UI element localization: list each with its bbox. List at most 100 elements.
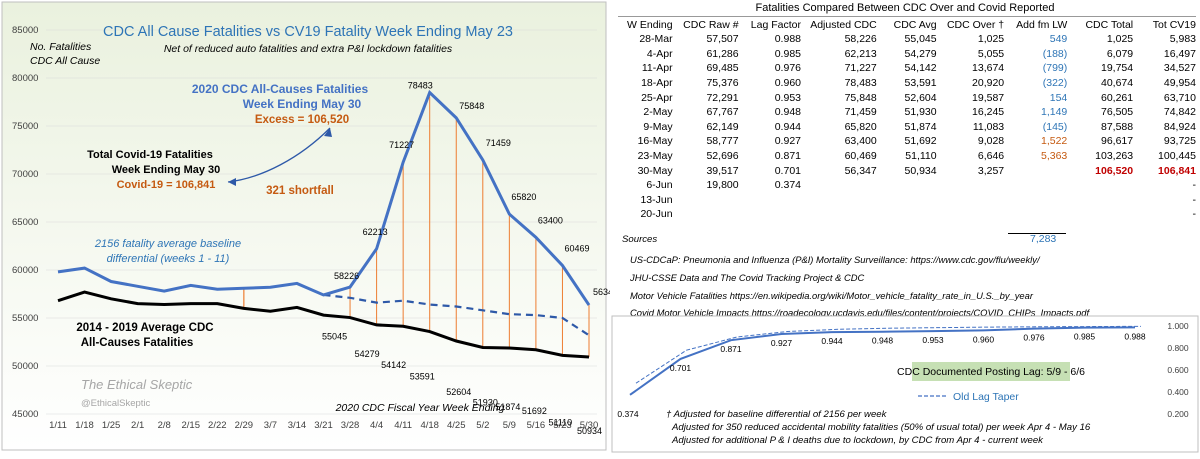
table-cell xyxy=(1008,207,1071,222)
annotation-baseline-line2: differential (weeks 1 - 11) xyxy=(107,253,230,265)
table-cell: 75,848 xyxy=(844,91,877,104)
x-tick-label: 3/7 xyxy=(264,420,277,431)
table-cell: 103,263 xyxy=(1095,150,1134,163)
table-cell: 0.976 xyxy=(774,62,801,75)
table-cell: 69,485 xyxy=(706,62,739,75)
table-cell: 62,213 xyxy=(844,47,877,60)
table-cell: 58,226 xyxy=(844,33,877,46)
table-cell: 9,028 xyxy=(977,135,1005,148)
point-label-avg: 55045 xyxy=(322,332,347,342)
drop-lines xyxy=(243,96,590,358)
point-labels: 58226 62213 71227 78483 75848 71459 65820 63400… xyxy=(322,81,618,436)
table-header-cell: Lag Factor xyxy=(750,18,801,31)
point-label-avg: 50934 xyxy=(577,426,602,436)
table-cell: 71,459 xyxy=(844,106,877,119)
lag-point-label: 0.944 xyxy=(821,336,843,346)
table-cell: 52,604 xyxy=(904,91,937,104)
legend-old-lag-taper: Old Lag Taper xyxy=(953,391,1019,403)
old-lag-taper-line xyxy=(635,325,1142,384)
table-cell: 53,591 xyxy=(904,77,937,90)
table-cell xyxy=(941,178,1009,193)
annotation-cdc-line1: 2020 CDC All-Causes Fatalities xyxy=(192,82,369,96)
x-tick-label: 3/28 xyxy=(341,420,360,431)
table-cell: 62,149 xyxy=(706,120,739,133)
x-tick-label: 2/29 xyxy=(235,420,254,431)
table-cell: 65,820 xyxy=(844,120,877,133)
table-cell: 25-Apr xyxy=(641,91,673,104)
table-cell: 3,257 xyxy=(977,164,1005,177)
table-cell: 76,505 xyxy=(1101,106,1134,119)
arrow-head-right xyxy=(324,128,332,137)
point-label-avg: 53591 xyxy=(410,372,435,382)
table-cell: 58,777 xyxy=(706,135,739,148)
annotation-covid-line2: Week Ending May 30 xyxy=(112,164,221,176)
x-tick-label: 4/11 xyxy=(394,420,412,431)
table-cell: 0.701 xyxy=(774,164,801,177)
table-cell: 1,149 xyxy=(1040,106,1068,119)
table-cell xyxy=(881,178,941,193)
lag-point-label: 0.953 xyxy=(922,335,944,345)
chart-background xyxy=(1,1,607,451)
table-row: 23-May 52,696 0.871 60,469 51,110 6,646 5,363 1… xyxy=(616,149,1200,164)
table-cell: 49,954 xyxy=(1163,77,1196,90)
table-header-cell: Tot CV19 xyxy=(1152,18,1196,31)
posting-lag-label: CDC Documented Posting Lag: 5/9 - 6/6 xyxy=(897,366,1085,378)
table-cell: 5,983 xyxy=(1169,33,1196,46)
lag-y-ticks: 0.200 0.400 0.600 0.800 1.000 xyxy=(1167,321,1189,419)
table-cell: 54,142 xyxy=(904,62,937,75)
table-cell: 19,754 xyxy=(1101,62,1134,75)
source-line: Covid Motor Vehicle Impacts https://road… xyxy=(630,307,1090,318)
lag-point-label: 0.871 xyxy=(720,344,742,354)
watermark-line1: The Ethical Skeptic xyxy=(81,377,193,392)
footnote: Adjusted for 350 reduced accidental mobi… xyxy=(671,422,1091,433)
x-tick-label: 5/9 xyxy=(503,420,516,431)
table-cell: 55,045 xyxy=(904,33,937,46)
left-chart-panel: 45000 50000 55000 60000 65000 70000 75000 80000… xyxy=(1,1,618,451)
x-tick-label: 4/18 xyxy=(420,420,439,431)
x-tick-label: 5/2 xyxy=(476,420,489,431)
x-tick-label: 3/21 xyxy=(314,420,333,431)
table-cell: 6,646 xyxy=(977,150,1005,163)
table-row: 28-Mar 57,507 0.988 58,226 55,045 1,025 549 1,0… xyxy=(616,32,1200,47)
point-label-avg: 51692 xyxy=(522,406,547,416)
point-label-2020: 75848 xyxy=(459,101,484,111)
table-cell: 106,520 xyxy=(1095,164,1134,177)
table-header-cell: W Ending xyxy=(627,18,673,31)
point-label-2020: 60469 xyxy=(564,243,589,253)
table-cell xyxy=(805,178,881,193)
lag-point-label: 0.960 xyxy=(973,334,995,344)
table-cell xyxy=(1008,178,1071,193)
table-cell xyxy=(1008,193,1071,208)
point-label-avg: 54142 xyxy=(381,360,406,370)
table-cell xyxy=(743,193,805,208)
table-cell: (799) xyxy=(1042,62,1068,75)
table-cell: 6-Jun xyxy=(646,179,673,192)
series-2020-line xyxy=(57,89,591,306)
footnote: † Adjusted for baseline differential of … xyxy=(666,409,888,420)
table-cell xyxy=(941,207,1009,222)
annotation-covid-value: Covid-19 = 106,841 xyxy=(117,179,216,191)
y-tick-labels: 45000 50000 55000 60000 65000 70000 75000 80000… xyxy=(12,25,38,420)
table-header-cell: CDC Raw # xyxy=(683,18,739,31)
table-cell xyxy=(805,193,881,208)
posting-lag-box xyxy=(912,362,1070,381)
table-cell: 0.960 xyxy=(774,77,801,90)
grid-lines xyxy=(46,29,597,415)
table-header-row: W Ending CDC Raw # Lag Factor Adjusted CDC C… xyxy=(616,17,1200,32)
table-cell: 23-May xyxy=(637,150,673,163)
table-cell: 40,674 xyxy=(1101,77,1134,90)
table-row: 16-May 58,777 0.927 63,400 51,692 9,028 1,522 9… xyxy=(616,134,1200,149)
table-cell: 16-May xyxy=(637,135,673,148)
annotation-cdc-line2: Week Ending May 30 xyxy=(243,97,362,111)
lag-y-tick: 0.200 xyxy=(1167,409,1189,419)
chart-title: CDC All Cause Fatalities vs CV19 Fatalit… xyxy=(103,24,513,40)
x-tick-label: 2/1 xyxy=(131,420,144,431)
table-header-cell: Adjusted CDC xyxy=(810,18,877,31)
table-row: 13-Jun - xyxy=(616,193,1200,208)
annotation-covid-line1: Total Covid-19 Fatalities xyxy=(87,149,213,161)
watermark-line2: @EthicalSkeptic xyxy=(81,398,151,409)
table-row: 20-Jun - xyxy=(616,207,1200,222)
right-table-panel: Fatalities Compared Between CDC Over and… xyxy=(610,0,1200,454)
y-tick-label: 55000 xyxy=(12,313,38,324)
table-cell: 100,445 xyxy=(1158,150,1196,163)
